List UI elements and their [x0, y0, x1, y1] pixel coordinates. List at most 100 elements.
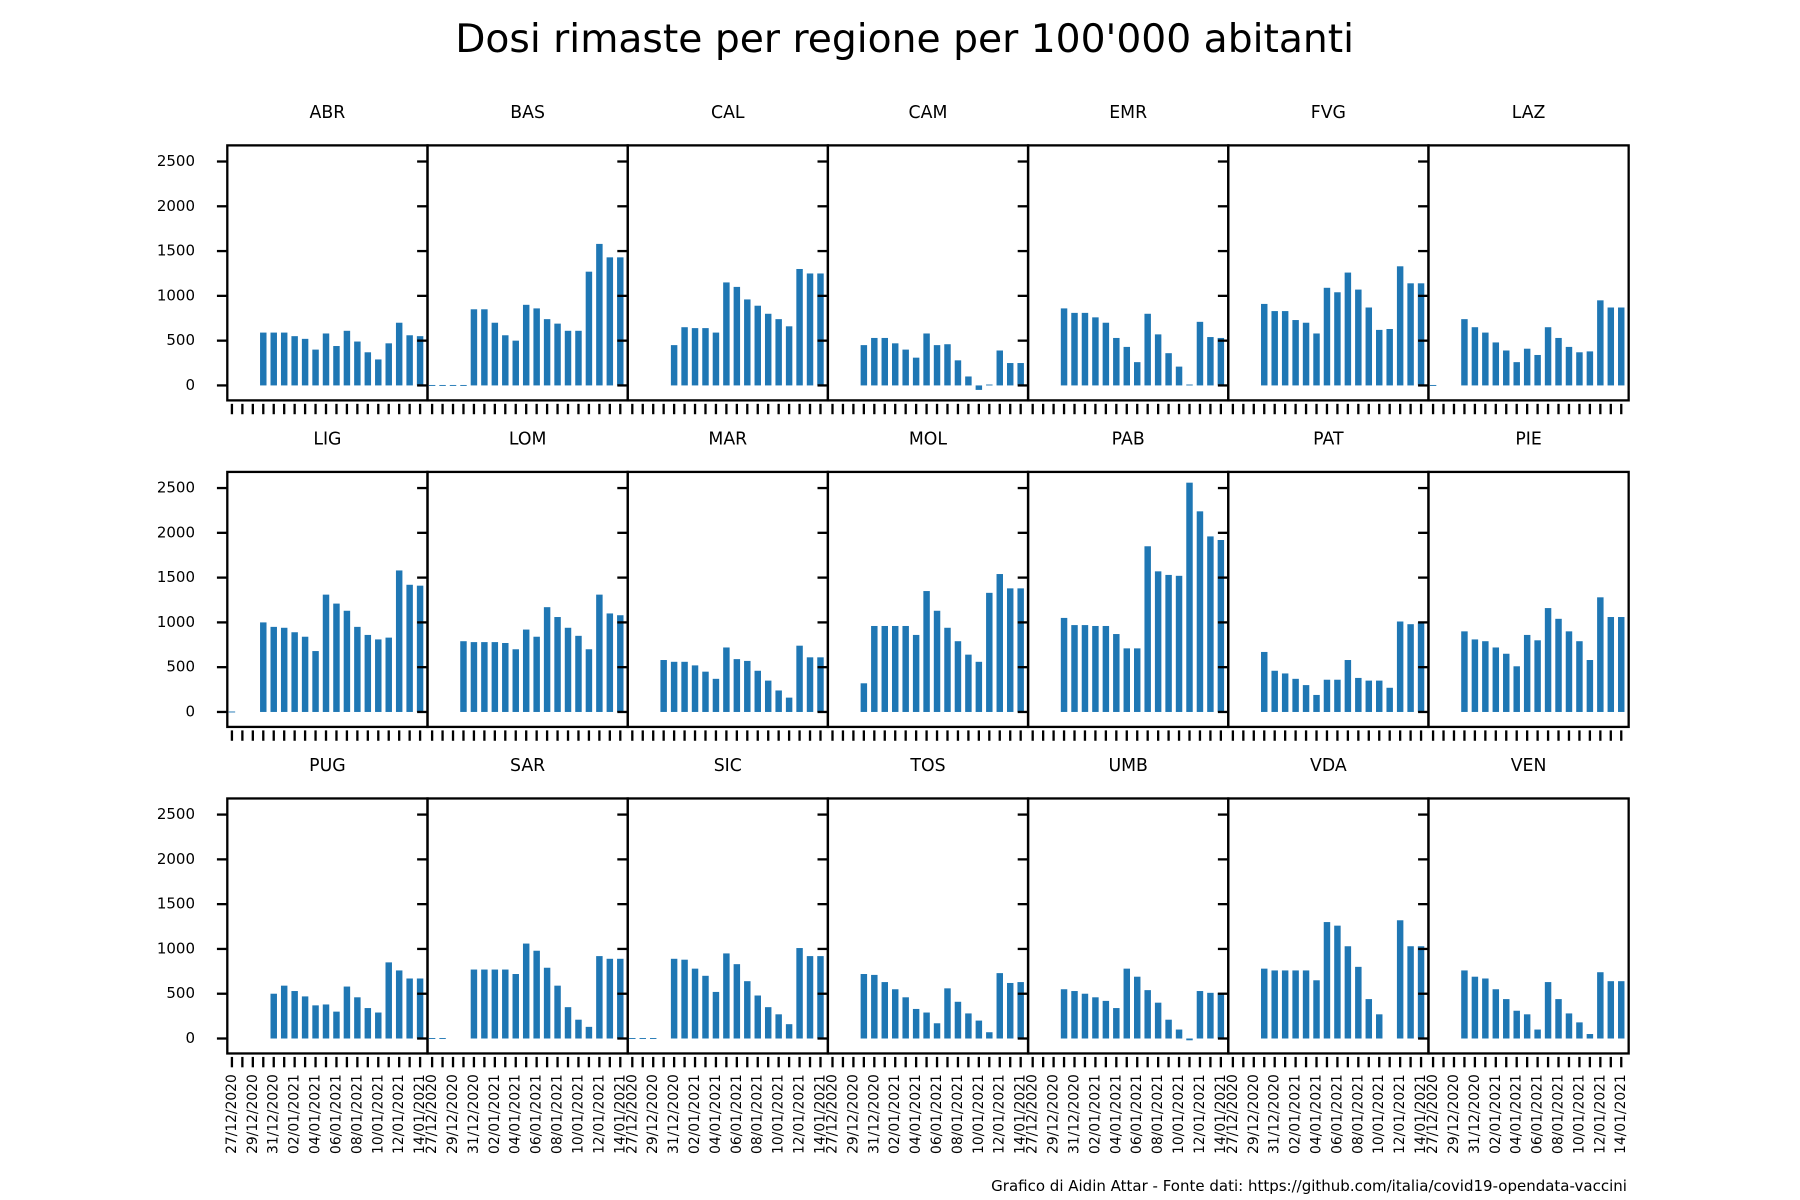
x-tick-label: 12/01/2021 — [591, 1074, 607, 1154]
bar — [522, 629, 530, 712]
x-tick-label: 12/01/2021 — [792, 1074, 808, 1154]
bar — [512, 340, 519, 386]
bar — [1144, 546, 1151, 712]
bar — [481, 969, 488, 1039]
bar — [470, 969, 478, 1039]
bar — [902, 349, 909, 386]
panel-title: LIG — [313, 430, 341, 450]
y-tick-label: 0 — [185, 1029, 195, 1047]
bar — [1060, 308, 1068, 386]
bar — [333, 346, 340, 386]
bar — [385, 962, 392, 1039]
y-tick-label: 2500 — [157, 805, 195, 823]
bar — [670, 345, 678, 386]
y-tick-label: 1500 — [157, 242, 195, 260]
bar — [1113, 634, 1120, 712]
bar — [1281, 311, 1289, 386]
panel-title: PAB — [1112, 430, 1145, 450]
bar — [733, 286, 741, 386]
bar — [1261, 968, 1268, 1039]
bar — [1006, 588, 1014, 712]
bar — [260, 332, 267, 386]
bar — [891, 625, 899, 712]
bar — [1292, 678, 1299, 712]
bar — [1523, 634, 1531, 712]
bar — [681, 959, 688, 1039]
bar — [364, 634, 372, 712]
bar — [385, 343, 392, 386]
bar — [428, 384, 436, 386]
bar — [617, 257, 624, 386]
x-tick-label: 31/12/2020 — [266, 1074, 282, 1154]
bar — [912, 1008, 920, 1039]
bar — [481, 309, 488, 386]
bar — [1154, 334, 1162, 386]
panel-frame — [1427, 470, 1630, 729]
bar — [923, 333, 930, 386]
bar — [575, 330, 582, 386]
x-tick-label: 31/12/2020 — [466, 1074, 482, 1154]
bar — [575, 635, 582, 712]
bar — [1154, 1002, 1162, 1039]
bar — [817, 657, 824, 712]
bar — [785, 1024, 793, 1039]
bar — [1217, 539, 1225, 712]
bar — [416, 585, 424, 712]
bar — [1196, 511, 1204, 712]
bar — [871, 974, 878, 1039]
bar — [1196, 321, 1204, 386]
x-tick-label: 31/12/2020 — [866, 1074, 882, 1154]
bar — [1017, 588, 1024, 712]
bar — [1323, 679, 1331, 712]
bar — [260, 622, 267, 712]
bar — [1429, 384, 1437, 386]
bar — [554, 985, 561, 1039]
x-tick-label: 10/01/2021 — [1571, 1074, 1587, 1154]
panel-title: CAM — [909, 103, 948, 123]
bar — [1060, 989, 1068, 1039]
bar — [923, 591, 930, 712]
bar — [744, 660, 751, 712]
bar — [881, 625, 888, 712]
bar — [1217, 992, 1225, 1039]
bar — [1323, 922, 1331, 1039]
bar — [406, 335, 413, 386]
bar — [775, 690, 782, 712]
y-tick-label: 1000 — [157, 286, 195, 304]
bar — [280, 985, 288, 1039]
bar — [1081, 312, 1089, 386]
bar — [354, 997, 361, 1039]
bar — [1081, 625, 1089, 712]
y-tick-label: 2000 — [157, 197, 195, 215]
bar — [1261, 303, 1268, 386]
bar — [1113, 1008, 1120, 1039]
bar — [416, 336, 424, 386]
panel-title: MAR — [708, 430, 747, 450]
bar — [1175, 575, 1183, 712]
bar — [354, 626, 361, 712]
bar — [1165, 353, 1172, 386]
bar — [996, 973, 1003, 1039]
bar — [1102, 1000, 1110, 1039]
panel-title: LOM — [509, 430, 547, 450]
bar — [1081, 993, 1089, 1039]
panel-frame — [1427, 144, 1630, 402]
bar — [312, 651, 319, 712]
bar — [891, 343, 899, 386]
bar — [385, 637, 392, 712]
chart-title: Dosi rimaste per regione per 100'000 abi… — [455, 17, 1354, 62]
bar — [1513, 1010, 1520, 1039]
bar — [1407, 283, 1414, 386]
panel-title: MOL — [909, 430, 948, 450]
x-tick-label: 10/01/2021 — [771, 1074, 787, 1154]
x-tick-label: 29/12/2020 — [445, 1074, 461, 1154]
x-tick-label: 10/01/2021 — [1371, 1074, 1387, 1154]
bar — [954, 360, 962, 386]
bar — [395, 970, 403, 1039]
x-tick-label: 08/01/2021 — [1150, 1074, 1166, 1154]
bar — [1407, 624, 1414, 712]
bar — [301, 636, 309, 712]
bar — [1544, 327, 1552, 386]
bar — [1386, 328, 1393, 386]
bar — [1006, 363, 1014, 386]
